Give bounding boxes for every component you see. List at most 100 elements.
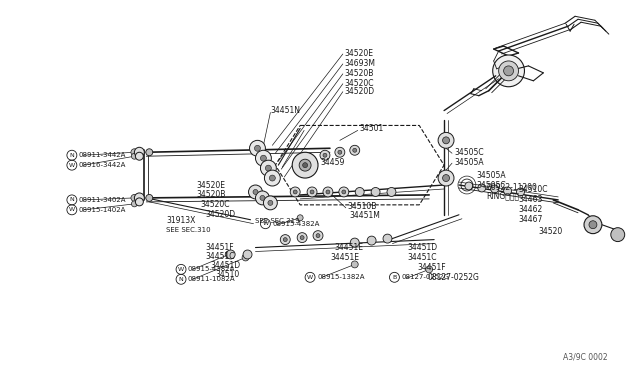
Text: 34451E: 34451E bbox=[335, 243, 364, 252]
Text: 08911-1082A: 08911-1082A bbox=[188, 276, 236, 282]
Circle shape bbox=[297, 215, 303, 221]
Circle shape bbox=[353, 148, 356, 152]
Text: 34451C: 34451C bbox=[206, 252, 236, 261]
Circle shape bbox=[611, 228, 625, 241]
Text: N: N bbox=[70, 198, 74, 202]
Text: SEE SEC.319: SEE SEC.319 bbox=[255, 218, 300, 224]
Circle shape bbox=[584, 216, 602, 234]
Circle shape bbox=[253, 189, 258, 195]
Text: 34510C: 34510C bbox=[518, 186, 548, 195]
Circle shape bbox=[284, 238, 287, 241]
Circle shape bbox=[342, 190, 346, 194]
Circle shape bbox=[255, 191, 269, 205]
Text: 34520C: 34520C bbox=[201, 201, 230, 209]
Text: RINGリング: RINGリング bbox=[487, 192, 520, 201]
Circle shape bbox=[499, 61, 518, 81]
Circle shape bbox=[292, 152, 318, 178]
Text: 34505C: 34505C bbox=[454, 148, 484, 157]
Text: 34501: 34501 bbox=[360, 124, 384, 133]
Circle shape bbox=[350, 238, 359, 247]
Text: B: B bbox=[392, 275, 397, 280]
Circle shape bbox=[504, 187, 511, 195]
Text: 34520D: 34520D bbox=[206, 210, 236, 219]
Circle shape bbox=[426, 266, 433, 273]
Text: 34520B: 34520B bbox=[345, 69, 374, 78]
Text: 08915-1382A: 08915-1382A bbox=[317, 274, 365, 280]
Text: 08916-3442A: 08916-3442A bbox=[79, 162, 126, 168]
Circle shape bbox=[290, 187, 300, 197]
Text: W: W bbox=[178, 267, 184, 272]
Circle shape bbox=[387, 187, 396, 196]
Circle shape bbox=[260, 155, 266, 161]
Text: 34451N: 34451N bbox=[270, 106, 300, 115]
Circle shape bbox=[242, 254, 249, 261]
Circle shape bbox=[297, 232, 307, 243]
Circle shape bbox=[465, 182, 473, 190]
Text: 34520D: 34520D bbox=[345, 87, 375, 96]
Circle shape bbox=[367, 236, 376, 245]
Circle shape bbox=[371, 187, 380, 196]
Text: 34510: 34510 bbox=[216, 270, 240, 279]
Circle shape bbox=[260, 160, 276, 176]
Text: 34451D: 34451D bbox=[211, 261, 241, 270]
Circle shape bbox=[136, 152, 143, 160]
Text: 34520: 34520 bbox=[538, 227, 563, 236]
Text: 31913X: 31913X bbox=[166, 216, 196, 225]
Circle shape bbox=[326, 190, 330, 194]
Circle shape bbox=[299, 159, 311, 171]
Circle shape bbox=[131, 149, 138, 156]
Text: 34462: 34462 bbox=[518, 205, 543, 214]
Text: 34459: 34459 bbox=[320, 158, 344, 167]
Text: 00922-11200: 00922-11200 bbox=[487, 183, 538, 192]
Text: A3/9C 0002: A3/9C 0002 bbox=[563, 352, 608, 361]
Text: 34693M: 34693M bbox=[345, 60, 376, 68]
Circle shape bbox=[250, 140, 266, 156]
Circle shape bbox=[243, 250, 252, 259]
Circle shape bbox=[478, 184, 486, 192]
Text: 34451M: 34451M bbox=[350, 211, 381, 220]
Circle shape bbox=[260, 195, 265, 201]
Text: 08915-1402A: 08915-1402A bbox=[79, 207, 126, 213]
Text: N: N bbox=[179, 277, 184, 282]
Text: W: W bbox=[262, 221, 268, 226]
Circle shape bbox=[491, 185, 499, 193]
Circle shape bbox=[443, 137, 449, 144]
Circle shape bbox=[255, 150, 271, 166]
Circle shape bbox=[438, 132, 454, 148]
Circle shape bbox=[264, 170, 280, 186]
Circle shape bbox=[225, 251, 232, 258]
Text: 34510B: 34510B bbox=[348, 202, 377, 211]
Text: W: W bbox=[69, 207, 75, 212]
Text: 34520C: 34520C bbox=[345, 79, 374, 88]
Circle shape bbox=[323, 153, 327, 157]
Circle shape bbox=[226, 250, 235, 259]
Text: 34463: 34463 bbox=[518, 195, 543, 204]
Circle shape bbox=[134, 193, 145, 203]
Text: 34451D: 34451D bbox=[407, 243, 438, 252]
Text: 34505A: 34505A bbox=[454, 158, 484, 167]
Circle shape bbox=[493, 55, 524, 87]
Text: W: W bbox=[69, 163, 75, 168]
Text: N: N bbox=[70, 153, 74, 158]
Circle shape bbox=[516, 188, 524, 196]
Text: 34505C: 34505C bbox=[477, 180, 506, 189]
Circle shape bbox=[134, 147, 145, 157]
Circle shape bbox=[136, 198, 143, 206]
Text: 08915-4382A: 08915-4382A bbox=[273, 221, 320, 227]
Text: 34467: 34467 bbox=[518, 215, 543, 224]
Text: 08911-3442A: 08911-3442A bbox=[79, 152, 126, 158]
Circle shape bbox=[589, 221, 597, 229]
Circle shape bbox=[131, 195, 138, 201]
Text: 34451F: 34451F bbox=[206, 243, 234, 252]
Circle shape bbox=[146, 149, 153, 156]
Circle shape bbox=[335, 147, 345, 157]
Text: 08127-0252G: 08127-0252G bbox=[427, 273, 479, 282]
Circle shape bbox=[269, 175, 275, 181]
Circle shape bbox=[131, 201, 138, 207]
Text: 08911-3402A: 08911-3402A bbox=[79, 197, 126, 203]
Circle shape bbox=[307, 187, 317, 197]
Text: 34520E: 34520E bbox=[196, 180, 225, 189]
Circle shape bbox=[504, 66, 513, 76]
Circle shape bbox=[438, 170, 454, 186]
Circle shape bbox=[303, 163, 308, 168]
